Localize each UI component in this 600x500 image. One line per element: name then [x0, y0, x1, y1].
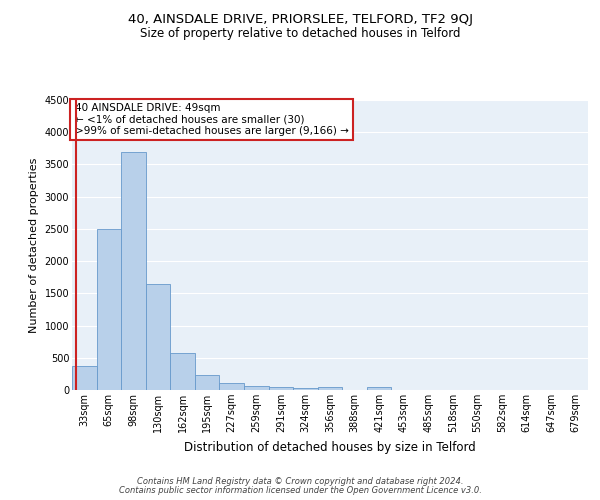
- Bar: [121, 152, 146, 390]
- Text: 40, AINSDALE DRIVE, PRIORSLEE, TELFORD, TF2 9QJ: 40, AINSDALE DRIVE, PRIORSLEE, TELFORD, …: [128, 12, 473, 26]
- Bar: [318, 388, 342, 390]
- Bar: [195, 374, 220, 390]
- Text: 40 AINSDALE DRIVE: 49sqm
← <1% of detached houses are smaller (30)
>99% of semi-: 40 AINSDALE DRIVE: 49sqm ← <1% of detach…: [74, 103, 349, 136]
- Text: Contains public sector information licensed under the Open Government Licence v3: Contains public sector information licen…: [119, 486, 481, 495]
- Bar: [170, 352, 195, 390]
- Text: Contains HM Land Registry data © Crown copyright and database right 2024.: Contains HM Land Registry data © Crown c…: [137, 477, 463, 486]
- Bar: [269, 388, 293, 390]
- Y-axis label: Number of detached properties: Number of detached properties: [29, 158, 39, 332]
- Bar: [244, 386, 269, 390]
- Bar: [72, 366, 97, 390]
- Text: Size of property relative to detached houses in Telford: Size of property relative to detached ho…: [140, 28, 460, 40]
- X-axis label: Distribution of detached houses by size in Telford: Distribution of detached houses by size …: [184, 440, 476, 454]
- Bar: [97, 229, 121, 390]
- Bar: [293, 388, 318, 390]
- Bar: [367, 387, 391, 390]
- Bar: [220, 383, 244, 390]
- Bar: [146, 284, 170, 390]
